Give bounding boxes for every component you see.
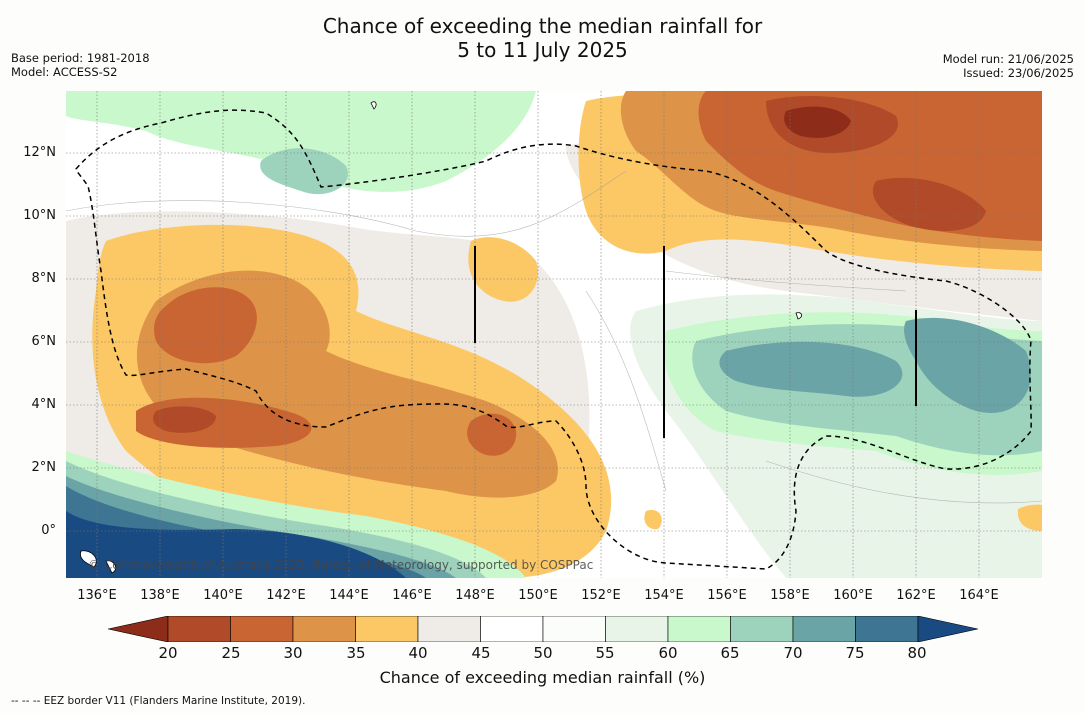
- title-line-2: 5 to 11 July 2025: [457, 38, 628, 62]
- colorbar-label-30: 30: [283, 644, 303, 662]
- colorbar-segment: [417, 616, 481, 642]
- x-tick-144e: 144°E: [329, 588, 369, 603]
- colorbar-label-45: 45: [471, 644, 491, 662]
- x-tick-142e: 142°E: [266, 588, 306, 603]
- band-80-plus-southwest: [66, 511, 406, 578]
- band-35-40-southeast: [1017, 504, 1042, 531]
- island-markers: [474, 246, 917, 438]
- copyright-notice: © Commonwealth of Australia 2025, Bureau…: [88, 558, 594, 572]
- y-tick-0: 0°: [41, 523, 56, 538]
- colorbar-title: Chance of exceeding median rainfall (%): [379, 668, 706, 687]
- band-70-75-east: [719, 341, 903, 397]
- colorbar-label-35: 35: [346, 644, 366, 662]
- x-tick-138e: 138°E: [140, 588, 180, 603]
- x-tick-148e: 148°E: [455, 588, 495, 603]
- y-tick-8n: 8°N: [31, 271, 57, 286]
- band-65-70-northwest: [260, 148, 348, 195]
- band-20-25-northeast-b: [872, 177, 986, 231]
- issued-date: Issued: 23/06/2025: [963, 66, 1074, 80]
- y-tick-12n: 12°N: [23, 145, 56, 160]
- band-15-20-northeast: [784, 106, 851, 138]
- band-70-75-east-b: [904, 317, 1031, 413]
- band-20-25-west: [153, 406, 216, 433]
- colorbar-label-20: 20: [158, 644, 178, 662]
- colorbar-segment: [792, 616, 856, 642]
- x-tick-164e: 164°E: [959, 588, 999, 603]
- x-tick-154e: 154°E: [644, 588, 684, 603]
- x-tick-158e: 158°E: [770, 588, 810, 603]
- colorbar-label-65: 65: [720, 644, 740, 662]
- islands: [79, 101, 802, 574]
- colorbar-under-triangle: [108, 616, 169, 642]
- colorbar-label-60: 60: [658, 644, 678, 662]
- model-name: Model: ACCESS-S2: [11, 65, 118, 79]
- colorbar-label-55: 55: [595, 644, 615, 662]
- band-35-40-south: [644, 510, 662, 530]
- x-tick-152e: 152°E: [581, 588, 621, 603]
- rainfall-map: [66, 91, 1042, 578]
- x-tick-160e: 160°E: [833, 588, 873, 603]
- x-tick-162e: 162°E: [896, 588, 936, 603]
- colorbar-segment: [230, 616, 294, 642]
- colorbar-segment: [605, 616, 669, 642]
- grid-lines: [66, 91, 1042, 578]
- colorbar-segment: [667, 616, 731, 642]
- colorbar-segment: [855, 616, 919, 642]
- colorbar-label-80: 80: [907, 644, 927, 662]
- y-tick-10n: 10°N: [23, 208, 56, 223]
- colorbar-label-70: 70: [783, 644, 803, 662]
- colorbar: [108, 616, 978, 642]
- colorbar-label-25: 25: [221, 644, 241, 662]
- map-title: Chance of exceeding the median rainfall …: [0, 14, 1085, 62]
- x-tick-136e: 136°E: [77, 588, 117, 603]
- contour-lines: [66, 170, 1042, 504]
- colorbar-label-75: 75: [845, 644, 865, 662]
- eez-footnote: -- -- -- EEZ border V11 (Flanders Marine…: [11, 695, 306, 707]
- band-35-40-central: [468, 237, 538, 302]
- colorbar-over-triangle: [917, 616, 978, 642]
- colorbar-segment: [730, 616, 794, 642]
- y-tick-6n: 6°N: [31, 334, 57, 349]
- band-25-30-west-a: [154, 287, 257, 364]
- colorbar-segment: [355, 616, 419, 642]
- y-tick-4n: 4°N: [31, 397, 57, 412]
- colorbar-segment: [167, 616, 231, 642]
- colorbar-segment: [542, 616, 606, 642]
- colorbar-label-50: 50: [533, 644, 553, 662]
- colorbar-label-40: 40: [408, 644, 428, 662]
- model-run-info: Model run: 21/06/2025 Issued: 23/06/2025: [943, 52, 1074, 80]
- model-run-date: Model run: 21/06/2025: [942, 52, 1074, 66]
- x-tick-146e: 146°E: [392, 588, 432, 603]
- y-tick-2n: 2°N: [31, 460, 57, 475]
- title-line-1: Chance of exceeding the median rainfall …: [322, 14, 763, 38]
- x-tick-156e: 156°E: [707, 588, 747, 603]
- colorbar-segment: [292, 616, 356, 642]
- base-period-info: Base period: 1981-2018 Model: ACCESS-S2: [11, 51, 150, 79]
- base-period: Base period: 1981-2018: [11, 51, 150, 65]
- x-tick-140e: 140°E: [203, 588, 243, 603]
- x-tick-150e: 150°E: [518, 588, 558, 603]
- colorbar-segment: [480, 616, 544, 642]
